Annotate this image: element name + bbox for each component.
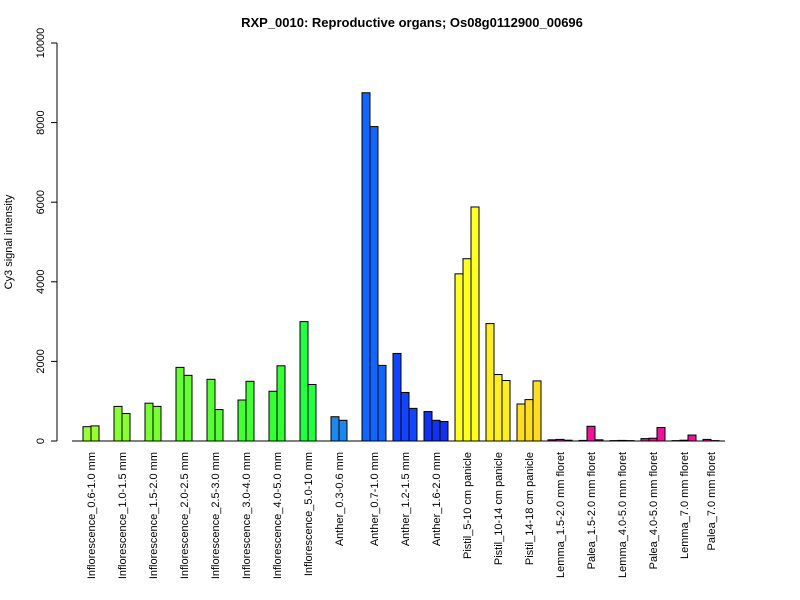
bar bbox=[578, 439, 588, 442]
x-category-label: Inflorescence_2.0-2.5 mm bbox=[179, 452, 191, 579]
bar bbox=[594, 439, 604, 442]
bar bbox=[516, 403, 526, 442]
bar bbox=[175, 366, 185, 442]
x-category-label: Pistil_14-18 cm panicle bbox=[524, 452, 536, 565]
bar bbox=[369, 126, 379, 442]
bar bbox=[493, 374, 503, 442]
bar bbox=[183, 374, 193, 442]
x-category-label: Anther_1.6-2.0 mm bbox=[431, 452, 443, 546]
bar bbox=[470, 206, 480, 442]
bar bbox=[702, 438, 712, 442]
bar bbox=[524, 399, 534, 442]
bars bbox=[82, 92, 720, 442]
x-category-label: Palea_7.0 mm floret bbox=[706, 452, 718, 550]
bar bbox=[648, 437, 658, 442]
y-tick-label: 2000 bbox=[35, 349, 47, 373]
x-category-label: Pistil_10-14 cm panicle bbox=[493, 452, 505, 565]
bar bbox=[563, 439, 573, 442]
bar bbox=[82, 426, 92, 442]
bar bbox=[501, 380, 511, 442]
x-category-label: Palea_1.5-2.0 mm floret bbox=[586, 452, 598, 569]
bar bbox=[485, 323, 495, 442]
bar bbox=[206, 378, 216, 442]
bar bbox=[439, 420, 449, 442]
bar bbox=[121, 413, 131, 442]
bar bbox=[547, 439, 557, 442]
y-axis-label: Cy3 signal intensity bbox=[3, 194, 15, 289]
y-tick-label: 8000 bbox=[35, 110, 47, 134]
bar bbox=[144, 402, 154, 442]
y-tick-label: 0 bbox=[35, 438, 47, 444]
y-axis-ticks: 0 2000 4000 6000 8000 10000 bbox=[35, 28, 57, 444]
bar bbox=[408, 407, 418, 442]
bar bbox=[338, 419, 348, 442]
x-category-label: Inflorescence_4.0-5.0 mm bbox=[272, 452, 284, 579]
bar bbox=[462, 258, 472, 442]
chart-title: RXP_0010: Reproductive organs; Os08g0112… bbox=[241, 15, 583, 30]
bar bbox=[431, 419, 441, 442]
bar bbox=[423, 411, 433, 442]
x-category-label: Palea_4.0-5.0 mm floret bbox=[648, 452, 660, 569]
bar bbox=[687, 434, 697, 442]
x-category-label: Inflorescence_1.0-1.5 mm bbox=[117, 452, 129, 579]
bar bbox=[214, 409, 224, 442]
x-category-label: Inflorescence_2.5-3.0 mm bbox=[210, 452, 222, 579]
bar bbox=[400, 391, 410, 442]
bar bbox=[276, 365, 286, 442]
x-category-label: Pistil_5-10 cm panicle bbox=[462, 452, 474, 559]
bar bbox=[299, 321, 309, 442]
bar bbox=[656, 426, 666, 442]
bar bbox=[679, 439, 689, 442]
y-tick-label: 10000 bbox=[35, 28, 47, 59]
bar bbox=[377, 364, 387, 442]
x-category-label: Anther_0.3-0.6 mm bbox=[334, 452, 346, 546]
bar bbox=[307, 383, 317, 442]
bar bbox=[152, 405, 162, 442]
bar bbox=[640, 438, 650, 442]
bar bbox=[245, 380, 255, 442]
x-category-label: Inflorescence_1.5-2.0 mm bbox=[148, 452, 160, 579]
bar bbox=[454, 273, 464, 442]
bar bbox=[392, 352, 402, 442]
x-category-label: Lemma_7.0 mm floret bbox=[679, 452, 691, 559]
x-category-label: Inflorescence_3.0-4.0 mm bbox=[241, 452, 253, 579]
bar bbox=[361, 92, 371, 442]
bar bbox=[237, 399, 247, 442]
x-category-label: Inflorescence_0.6-1.0 mm bbox=[86, 452, 98, 579]
x-category-label: Anther_1.2-1.5 mm bbox=[400, 452, 412, 546]
bar bbox=[617, 439, 627, 442]
bar bbox=[555, 438, 565, 442]
category-labels: Inflorescence_0.6-1.0 mm Inflorescence_1.… bbox=[86, 452, 718, 579]
bar bbox=[532, 380, 542, 442]
bar bbox=[90, 425, 100, 442]
x-category-label: Inflorescence_5.0-10 mm bbox=[303, 452, 315, 576]
x-category-label: Lemma_4.0-5.0 mm floret bbox=[617, 452, 629, 578]
bar bbox=[268, 390, 278, 442]
x-category-label: Lemma_1.5-2.0 mm floret bbox=[555, 452, 567, 578]
y-tick-label: 6000 bbox=[35, 190, 47, 214]
bar bbox=[586, 425, 596, 442]
x-category-label: Anther_0.7-1.0 mm bbox=[369, 452, 381, 546]
bar bbox=[330, 416, 340, 442]
bar bbox=[113, 405, 123, 442]
y-tick-label: 4000 bbox=[35, 270, 47, 294]
